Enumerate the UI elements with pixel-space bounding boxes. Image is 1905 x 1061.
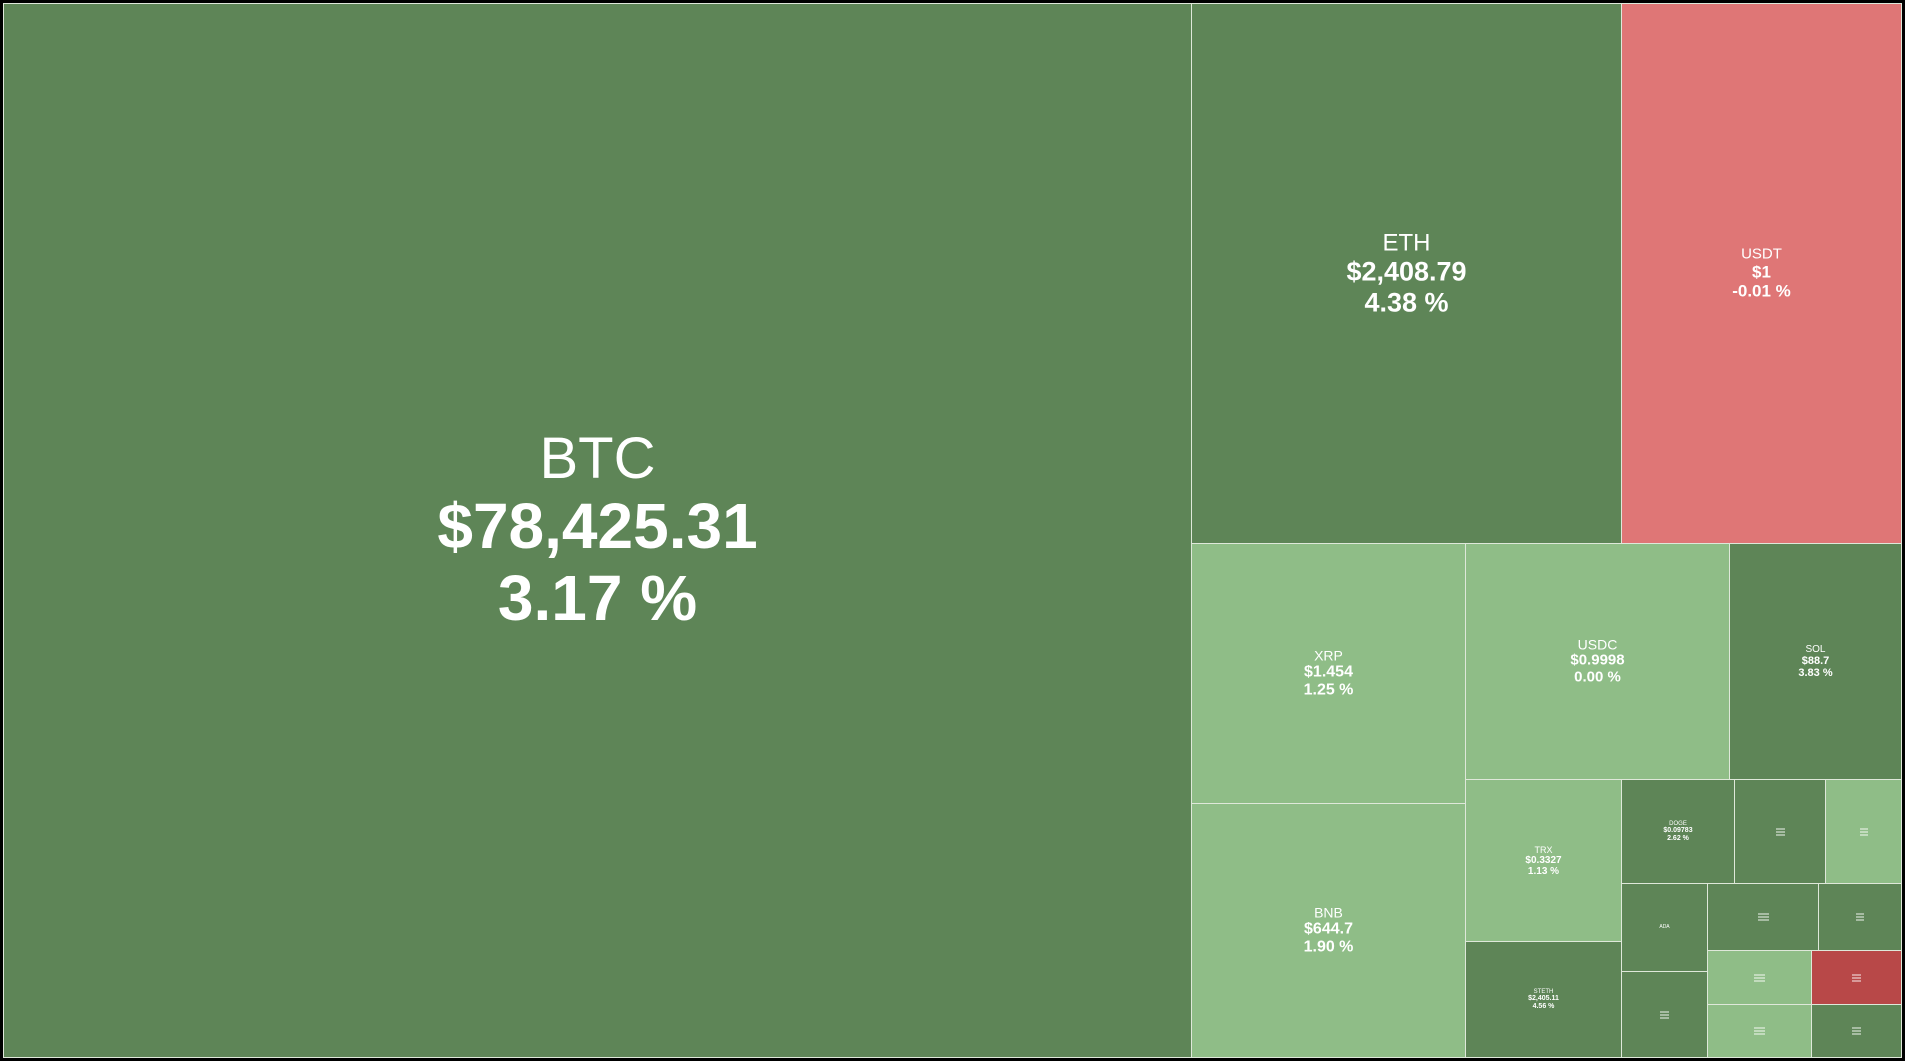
tile-label: SOL $88.7 3.83 % xyxy=(1730,644,1901,680)
tile-price: $2,405.11 xyxy=(1528,995,1559,1003)
tile-price: $0.9998 xyxy=(1570,651,1625,669)
tile-symbol: TRX xyxy=(1534,844,1553,855)
tile-change: 1.90 % xyxy=(1303,938,1354,956)
tile-label xyxy=(1812,972,1901,983)
tile-change: 1.13 % xyxy=(1527,865,1560,877)
tile-price: $88.7 xyxy=(1801,654,1830,667)
tile-xrp[interactable]: XRP $1.454 1.25 % xyxy=(1191,543,1466,804)
tile-label-stub xyxy=(1754,1027,1765,1029)
tile-label xyxy=(1735,826,1825,837)
tile-symbol: STETH xyxy=(1533,988,1554,995)
tile-symbol: BTC xyxy=(539,425,656,491)
tile-price: $2,408.79 xyxy=(1346,256,1467,287)
tile-unlabeled-19[interactable] xyxy=(1811,1004,1902,1058)
tile-label: USDT $1 -0.01 % xyxy=(1622,245,1901,301)
tile-label-stub xyxy=(1754,1033,1765,1035)
tile-change: 3.83 % xyxy=(1798,667,1833,680)
tile-unlabeled-10[interactable] xyxy=(1734,779,1826,884)
tile-label xyxy=(1708,1026,1811,1037)
tile-label-stub xyxy=(1775,834,1785,835)
tile-label-stub xyxy=(1775,831,1785,832)
tile-label: ADA xyxy=(1622,923,1707,931)
tile-label-stub xyxy=(1856,916,1864,918)
tile-symbol: SOL xyxy=(1805,643,1826,655)
tile-label xyxy=(1708,912,1818,923)
tile-price: $644.7 xyxy=(1304,920,1353,938)
tile-symbol: ETH xyxy=(1382,228,1431,256)
tile-label-stub xyxy=(1754,980,1765,981)
tile-usdt[interactable]: USDT $1 -0.01 % xyxy=(1621,3,1902,544)
tile-change: 3.17 % xyxy=(497,561,698,634)
tile-label-stub xyxy=(1757,919,1769,921)
tile-sol[interactable]: SOL $88.7 3.83 % xyxy=(1729,543,1902,780)
tile-unlabeled-11[interactable] xyxy=(1825,779,1902,884)
tile-price: $0.3327 xyxy=(1525,854,1562,866)
tile-symbol: XRP xyxy=(1314,646,1343,663)
tile-label: BTC $78,425.31 3.17 % xyxy=(4,425,1191,634)
tile-label-stub xyxy=(1775,828,1785,829)
tile-label-stub xyxy=(1852,1033,1861,1035)
tile-btc[interactable]: BTC $78,425.31 3.17 % xyxy=(3,3,1192,1058)
tile-label-stub xyxy=(1852,974,1861,975)
tile-label-stub xyxy=(1660,1011,1669,1012)
tile-label: XRP $1.454 1.25 % xyxy=(1192,646,1465,699)
tile-label-stub xyxy=(1754,977,1765,978)
tile-price: $1.454 xyxy=(1304,663,1353,681)
tile-label-stub xyxy=(1754,974,1765,975)
tile-symbol: BNB xyxy=(1314,903,1343,920)
tile-label xyxy=(1819,912,1901,923)
tile-label xyxy=(1622,1009,1707,1020)
tile-label: DOGE $0.09783 2.62 % xyxy=(1622,820,1734,842)
tile-usdc[interactable]: USDC $0.9998 0.00 % xyxy=(1465,543,1730,780)
tile-label-stub xyxy=(1852,980,1861,981)
tile-label xyxy=(1812,1026,1901,1037)
tile-label-stub xyxy=(1660,1017,1669,1018)
tile-unlabeled-18[interactable] xyxy=(1707,1004,1812,1058)
tile-change: -0.01 % xyxy=(1732,281,1791,301)
tile-label: BNB $644.7 1.90 % xyxy=(1192,903,1465,956)
tile-unlabeled-14[interactable] xyxy=(1818,883,1902,951)
tile-symbol: DOGE xyxy=(1669,820,1687,827)
tile-label: STETH $2,405.11 4.56 % xyxy=(1466,988,1621,1010)
tile-symbol: USDC xyxy=(1577,635,1618,652)
tile-label: TRX $0.3327 1.13 % xyxy=(1466,844,1621,876)
tile-unlabeled-15[interactable] xyxy=(1621,971,1708,1058)
tile-change: 2.62 % xyxy=(1667,834,1689,842)
tile-unlabeled-17[interactable] xyxy=(1811,950,1902,1005)
tile-symbol: USDT xyxy=(1741,245,1782,263)
tile-label xyxy=(1708,972,1811,983)
tile-label: ETH $2,408.79 4.38 % xyxy=(1192,228,1621,317)
tile-doge[interactable]: DOGE $0.09783 2.62 % xyxy=(1621,779,1735,884)
tile-trx[interactable]: TRX $0.3327 1.13 % xyxy=(1465,779,1622,942)
tile-label-stub xyxy=(1757,913,1769,915)
tile-label-stub xyxy=(1660,1014,1669,1015)
tile-label: USDC $0.9998 0.00 % xyxy=(1466,635,1729,686)
tile-label-stub xyxy=(1859,828,1868,829)
tile-price: $0.09783 xyxy=(1663,827,1693,835)
tile-label xyxy=(1826,826,1901,837)
tile-label-stub xyxy=(1754,1030,1765,1032)
tile-unlabeled-13[interactable] xyxy=(1707,883,1819,951)
tile-label-stub xyxy=(1852,1030,1861,1032)
tile-label-stub xyxy=(1852,1027,1861,1029)
tile-change: 4.38 % xyxy=(1364,286,1449,317)
tile-label-stub xyxy=(1859,831,1868,832)
tile-change: 1.25 % xyxy=(1303,681,1354,699)
tile-label-stub xyxy=(1852,977,1861,978)
tile-unlabeled-16[interactable] xyxy=(1707,950,1812,1005)
tile-label-stub xyxy=(1859,834,1868,835)
tile-change: 0.00 % xyxy=(1574,668,1621,686)
tile-label-stub xyxy=(1757,916,1769,918)
tile-label-stub xyxy=(1856,919,1864,921)
tile-label-stub xyxy=(1856,913,1864,915)
tile-price: $78,425.31 xyxy=(437,490,758,563)
tile-ada[interactable]: ADA xyxy=(1621,883,1708,972)
tile-steth[interactable]: STETH $2,405.11 4.56 % xyxy=(1465,941,1622,1058)
tile-price: $1 xyxy=(1752,262,1771,282)
tile-symbol: ADA xyxy=(1659,923,1670,930)
tile-eth[interactable]: ETH $2,408.79 4.38 % xyxy=(1191,3,1622,544)
tile-change: 4.56 % xyxy=(1532,1002,1555,1010)
tile-bnb[interactable]: BNB $644.7 1.90 % xyxy=(1191,803,1466,1058)
